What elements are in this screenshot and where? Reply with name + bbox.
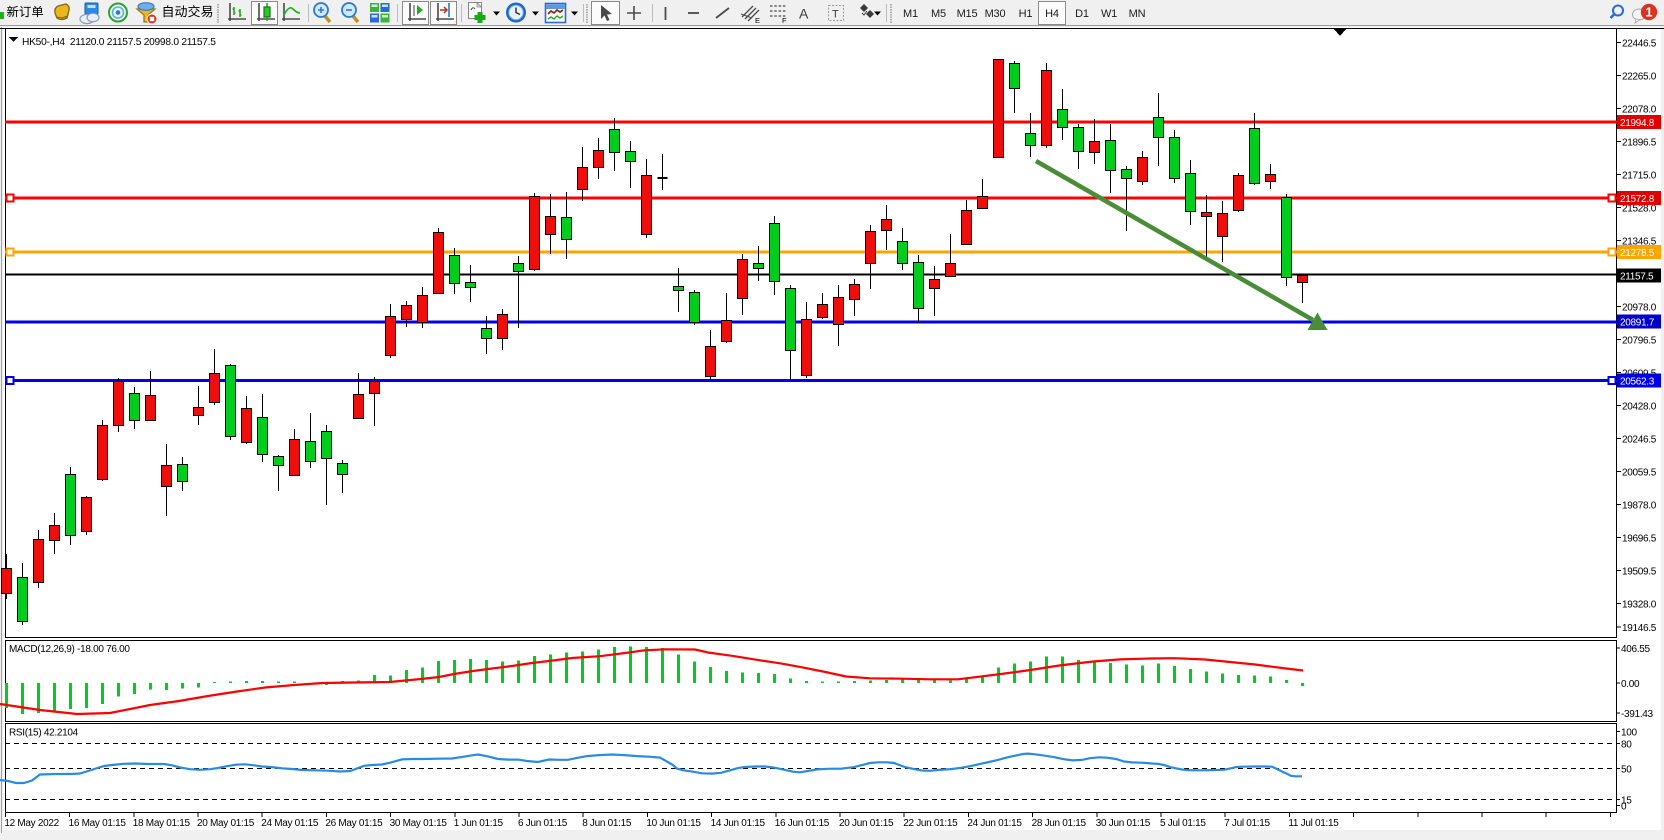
svg-text:20 Jun 01:15: 20 Jun 01:15 [839,818,894,829]
svg-text:28 Jun 01:15: 28 Jun 01:15 [1032,818,1087,829]
svg-text:H4: H4 [1045,8,1059,20]
svg-text:M5: M5 [931,8,946,20]
svg-text:20562.3: 20562.3 [1620,377,1655,388]
svg-text:19878.0: 19878.0 [1622,500,1657,511]
svg-text:22446.5: 22446.5 [1622,38,1657,49]
svg-text:21994.8: 21994.8 [1620,118,1655,129]
svg-text:RSI(15) 42.2104: RSI(15) 42.2104 [9,728,79,739]
svg-text:406.55: 406.55 [1621,644,1651,655]
svg-text:19696.5: 19696.5 [1622,533,1657,544]
svg-text:HK50-,H4 21120.0 21157.5 2099: HK50-,H4 21120.0 21157.5 20998.0 21157.5 [22,37,216,48]
svg-text:M30: M30 [985,8,1006,20]
svg-text:20428.0: 20428.0 [1622,401,1657,412]
svg-text:20 May 01:15: 20 May 01:15 [197,818,255,829]
svg-text:21528.0: 21528.0 [1622,203,1657,214]
svg-text:8 Jun 01:15: 8 Jun 01:15 [582,818,632,829]
svg-text:10 Jun 01:15: 10 Jun 01:15 [646,818,701,829]
svg-text:20246.5: 20246.5 [1622,434,1657,445]
svg-text:22265.0: 22265.0 [1622,71,1657,82]
svg-text:19146.5: 19146.5 [1622,623,1657,634]
svg-text:26 May 01:15: 26 May 01:15 [325,818,383,829]
svg-text:19509.5: 19509.5 [1622,566,1657,577]
svg-text:0: 0 [1621,802,1627,813]
svg-text:18 May 01:15: 18 May 01:15 [133,818,191,829]
svg-text:24 Jun 01:15: 24 Jun 01:15 [967,818,1022,829]
svg-text:T: T [832,9,839,21]
svg-text:30 Jun 01:15: 30 Jun 01:15 [1096,818,1151,829]
svg-text:20059.5: 20059.5 [1622,467,1657,478]
svg-text:14 Jun 01:15: 14 Jun 01:15 [711,818,766,829]
svg-text:D1: D1 [1075,8,1089,20]
svg-text:20891.7: 20891.7 [1620,318,1655,329]
svg-text:M1: M1 [903,8,918,20]
svg-text:24 May 01:15: 24 May 01:15 [261,818,319,829]
svg-text:21715.0: 21715.0 [1622,170,1657,181]
svg-text:50: 50 [1621,765,1632,776]
svg-text:5 Jul 01:15: 5 Jul 01:15 [1160,818,1206,829]
svg-text:M15: M15 [957,8,978,20]
svg-text:20796.5: 20796.5 [1622,335,1657,346]
svg-text:6 Jun 01:15: 6 Jun 01:15 [518,818,568,829]
svg-text:MACD(12,26,9) -18.00 76.00: MACD(12,26,9) -18.00 76.00 [9,644,130,655]
svg-text:E: E [755,16,760,25]
svg-text:80: 80 [1621,740,1632,751]
svg-text:MN: MN [1129,8,1146,20]
svg-text:22078.0: 22078.0 [1622,104,1657,115]
svg-text:A: A [799,6,809,22]
svg-text:19328.0: 19328.0 [1622,599,1657,610]
svg-text:22 Jun 01:15: 22 Jun 01:15 [903,818,958,829]
svg-text:21157.5: 21157.5 [1620,272,1654,283]
svg-text:16 May 01:15: 16 May 01:15 [69,818,127,829]
svg-text:W1: W1 [1101,8,1117,20]
svg-text:21278.5: 21278.5 [1620,248,1655,259]
svg-text:100: 100 [1621,728,1638,739]
svg-text:1: 1 [1645,5,1652,20]
svg-text:21346.5: 21346.5 [1622,236,1657,247]
svg-text:21896.5: 21896.5 [1622,137,1657,148]
svg-text:30 May 01:15: 30 May 01:15 [390,818,448,829]
svg-text:15: 15 [1621,796,1632,807]
svg-text:11 Jul 01:15: 11 Jul 01:15 [1288,818,1339,829]
svg-text:H1: H1 [1019,8,1033,20]
svg-text:1 Jun 01:15: 1 Jun 01:15 [454,818,504,829]
svg-text:0.00: 0.00 [1621,679,1640,690]
svg-text:7 Jul 01:15: 7 Jul 01:15 [1224,818,1270,829]
svg-text:F: F [782,16,787,25]
svg-text:12 May 2022: 12 May 2022 [4,818,59,829]
svg-text:-391.43: -391.43 [1621,709,1654,720]
svg-text:20978.0: 20978.0 [1622,302,1657,313]
svg-text:21572.8: 21572.8 [1620,194,1655,205]
svg-text:16 Jun 01:15: 16 Jun 01:15 [775,818,830,829]
